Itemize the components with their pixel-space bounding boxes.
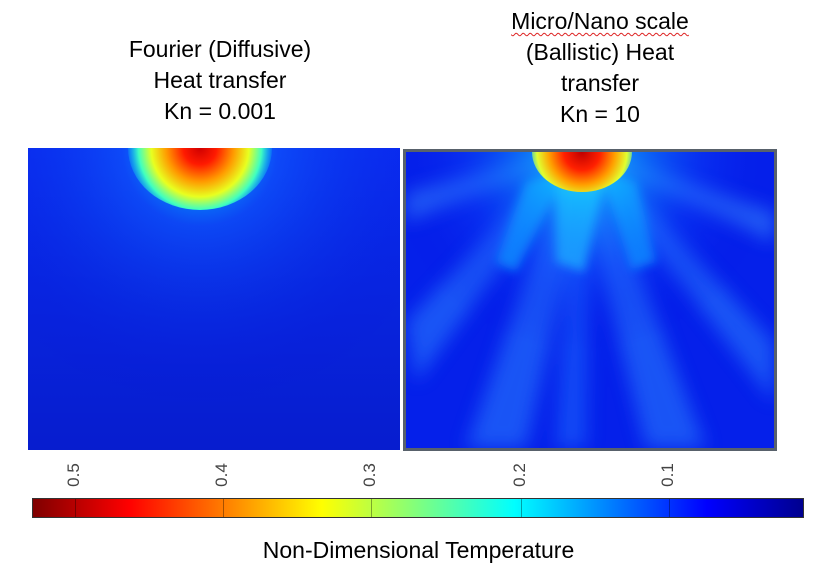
diffusive-heatmap-graphic — [28, 148, 400, 450]
left-title-line-3: Kn = 0.001 — [164, 98, 276, 124]
colorbar-ticks: 0.5 0.4 0.3 0.2 0.1 — [0, 455, 837, 500]
colorbar-label: Non-Dimensional Temperature — [262, 537, 575, 563]
right-panel-title: Micro/Nano scale (Ballistic) Heat transf… — [460, 6, 740, 130]
colorbar-tick: 0.3 — [359, 463, 379, 487]
left-panel-title: Fourier (Diffusive) Heat transfer Kn = 0… — [100, 34, 340, 127]
left-title-line-1: Fourier (Diffusive) — [128, 36, 312, 62]
colorbar — [32, 498, 804, 518]
right-title-line-2: (Ballistic) Heat — [525, 39, 675, 65]
right-title-line-1: Micro/Nano scale — [460, 6, 740, 37]
ballistic-heatmap — [403, 149, 777, 451]
colorbar-tick: 0.4 — [211, 463, 231, 487]
colorbar-tick-mark — [521, 499, 522, 517]
colorbar-tick-mark — [223, 499, 224, 517]
ballistic-heatmap-graphic — [406, 152, 774, 448]
colorbar-tick: 0.2 — [509, 463, 529, 487]
right-title-line-3: transfer — [561, 70, 639, 96]
diffusive-heatmap — [28, 148, 400, 450]
colorbar-tick-mark — [371, 499, 372, 517]
right-title-line-4: Kn = 10 — [560, 101, 640, 127]
colorbar-tick: 0.5 — [63, 463, 83, 487]
right-title-line-1-text: Micro/Nano scale — [511, 8, 689, 34]
colorbar-tick-mark — [75, 499, 76, 517]
colorbar-tick: 0.1 — [657, 463, 677, 487]
colorbar-tick-mark — [669, 499, 670, 517]
left-title-line-2: Heat transfer — [153, 67, 287, 93]
